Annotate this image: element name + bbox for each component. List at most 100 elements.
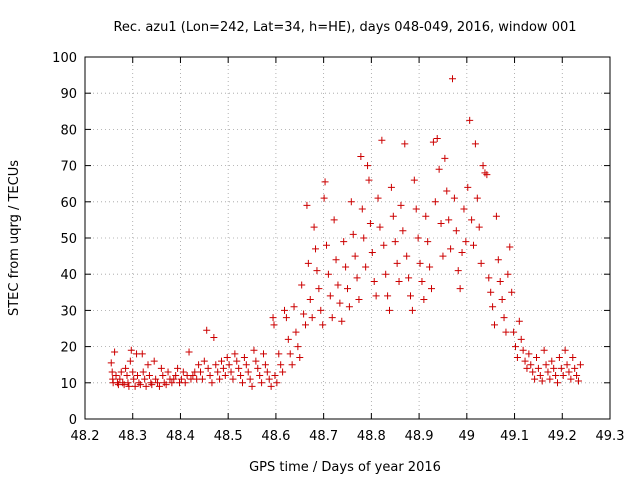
data-point — [240, 353, 248, 361]
data-point — [569, 353, 577, 361]
x-tick-label: 48.3 — [118, 429, 147, 444]
data-point — [148, 381, 156, 389]
data-point — [160, 379, 168, 387]
data-point — [410, 176, 418, 184]
data-point — [450, 194, 458, 202]
x-tick-label: 49.3 — [596, 429, 625, 444]
data-point — [512, 343, 519, 351]
axis-ticks — [84, 56, 611, 420]
data-point — [179, 368, 187, 376]
data-point — [513, 353, 521, 361]
data-point — [256, 372, 264, 380]
data-point — [125, 382, 133, 390]
data-point — [317, 306, 325, 314]
data-point — [111, 348, 119, 356]
data-point — [134, 372, 141, 380]
data-point — [534, 364, 542, 372]
data-point — [250, 346, 258, 354]
data-point — [303, 201, 311, 209]
data-point — [277, 361, 285, 369]
data-point — [559, 372, 567, 380]
data-point — [365, 176, 373, 184]
data-point — [387, 183, 395, 191]
data-point — [546, 375, 554, 383]
data-point — [362, 263, 370, 271]
data-point — [567, 375, 575, 383]
data-point — [498, 296, 506, 304]
data-point — [439, 252, 447, 260]
data-point — [332, 256, 340, 264]
y-tick-label: 50 — [60, 232, 77, 247]
data-point — [288, 361, 296, 369]
data-point — [326, 292, 334, 300]
data-point — [150, 357, 158, 365]
y-tick-label: 30 — [60, 304, 77, 319]
data-point — [177, 375, 185, 383]
data-point — [460, 205, 468, 213]
data-point — [200, 357, 208, 365]
data-point — [372, 292, 380, 300]
data-point — [300, 310, 308, 318]
data-point — [360, 234, 368, 242]
data-point — [312, 245, 320, 253]
data-point — [542, 361, 550, 369]
data-point — [168, 379, 176, 387]
data-point — [334, 281, 342, 289]
y-tick-label: 40 — [60, 268, 77, 283]
data-point — [443, 187, 451, 195]
data-point — [389, 212, 397, 220]
data-point — [523, 364, 531, 372]
data-point — [489, 303, 497, 311]
data-point — [464, 183, 472, 191]
data-point — [147, 379, 155, 387]
data-point — [136, 381, 144, 389]
data-point — [304, 259, 312, 267]
data-point — [152, 375, 160, 383]
data-point — [319, 321, 327, 329]
data-point — [208, 379, 216, 387]
data-point — [345, 303, 353, 311]
x-axis-label: GPS time / Days of year 2016 — [249, 460, 441, 475]
data-point — [218, 357, 225, 365]
data-point — [447, 245, 455, 253]
data-point — [225, 361, 233, 369]
data-point — [395, 277, 403, 285]
data-point — [338, 317, 346, 325]
data-point — [210, 334, 218, 342]
data-point — [336, 299, 344, 307]
data-point — [181, 379, 189, 387]
data-point — [429, 138, 437, 146]
data-point — [468, 216, 476, 224]
data-point — [506, 243, 514, 251]
data-point — [473, 194, 481, 202]
data-point — [242, 361, 250, 369]
data-point — [212, 361, 220, 369]
data-point — [237, 372, 245, 380]
data-point — [261, 361, 269, 369]
data-point — [487, 288, 495, 296]
data-point — [408, 306, 416, 314]
data-point — [298, 281, 306, 289]
data-point — [529, 368, 537, 376]
data-point — [393, 259, 401, 267]
data-point — [246, 375, 254, 383]
data-point — [248, 382, 256, 390]
data-point — [135, 379, 143, 387]
data-point — [401, 140, 409, 148]
data-point — [120, 381, 128, 389]
data-point — [185, 348, 193, 356]
data-point — [515, 317, 523, 325]
data-point — [384, 292, 392, 300]
data-point — [282, 314, 290, 322]
data-point — [203, 326, 211, 334]
data-point — [145, 372, 153, 380]
data-point — [374, 194, 382, 202]
data-point — [531, 375, 539, 383]
data-point — [576, 361, 584, 369]
data-point — [170, 375, 178, 383]
data-point — [206, 372, 214, 380]
y-tick-label: 90 — [60, 87, 77, 102]
data-point — [353, 274, 361, 282]
data-point — [227, 368, 235, 376]
